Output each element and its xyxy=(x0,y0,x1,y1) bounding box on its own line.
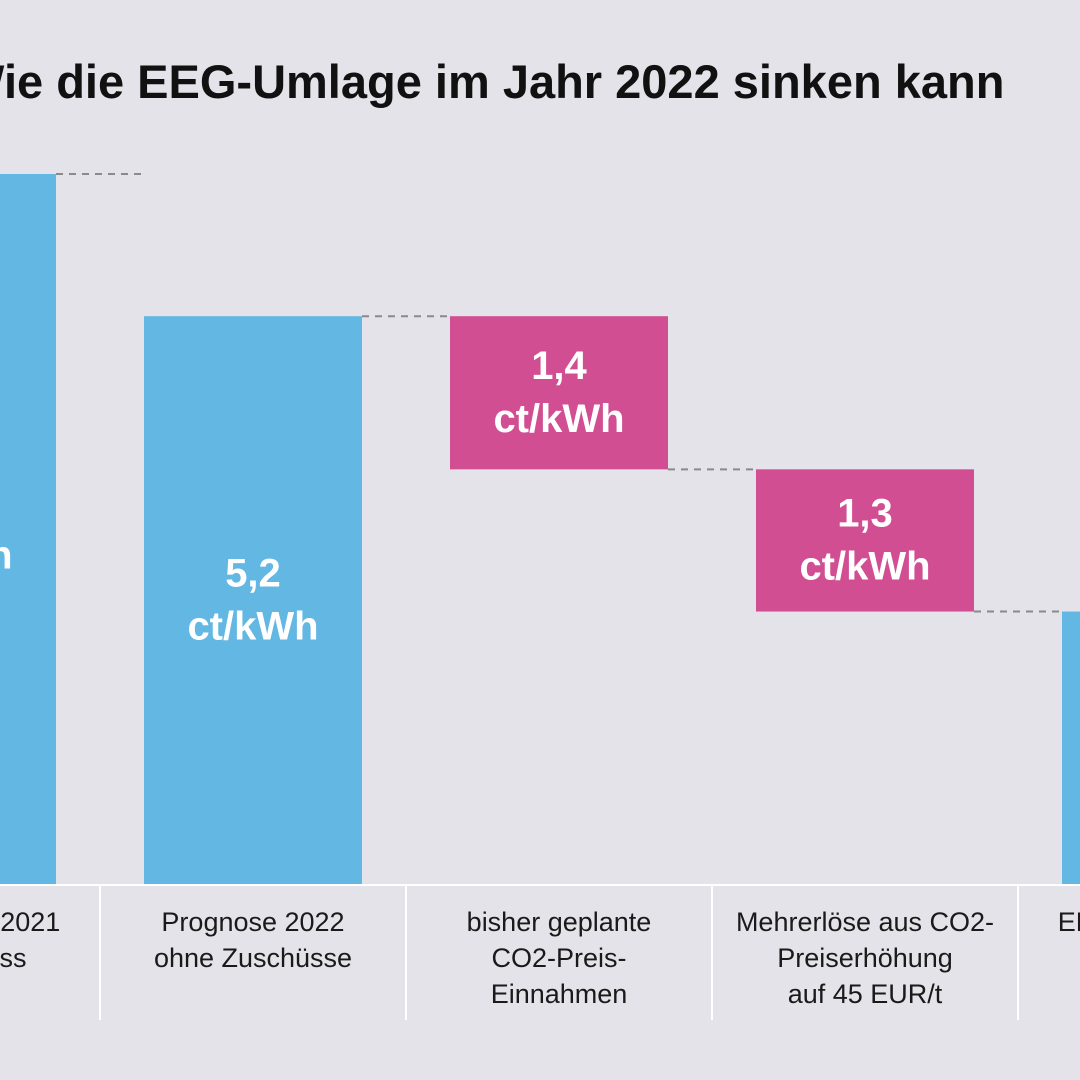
category-1-label-line-1: EEG-Umlage 2021 xyxy=(0,907,60,937)
bar-2 xyxy=(144,316,362,885)
bar-4 xyxy=(756,469,974,612)
bar-3-label-line-2: ct/kWh xyxy=(493,397,624,441)
chart-title: Wie die EEG-Umlage im Jahr 2022 sinken k… xyxy=(0,55,1004,108)
bar-4-label-line-1: 1,3 xyxy=(837,491,893,535)
category-3-label-line-1: bisher geplante xyxy=(467,907,652,937)
category-1-label-line-2: mit Zuschuss xyxy=(0,943,27,973)
category-dividers xyxy=(99,885,1019,1020)
bar-4-label-line-2: ct/kWh xyxy=(799,544,930,588)
category-4-label-line-2: Preiserhöhung xyxy=(777,943,953,973)
category-labels-group: EEG-Umlage 2021 mit Zuschuss Prognose 2022… xyxy=(0,907,1080,1009)
connector-lines xyxy=(56,173,1062,613)
bar-2-label-line-2: ct/kWh xyxy=(187,605,318,649)
category-2-label-line-1: Prognose 2022 xyxy=(161,907,344,937)
category-2-label-line-2: ohne Zuschüsse xyxy=(154,943,352,973)
bar-3 xyxy=(450,316,668,470)
category-4-label-line-1: Mehrerlöse aus CO2- xyxy=(736,907,994,937)
category-5-label-line-1: EEG-Umlage 2022 xyxy=(1058,907,1080,937)
category-4-label-line-3: auf 45 EUR/t xyxy=(788,979,943,1009)
category-3-label-line-3: Einnahmen xyxy=(491,979,628,1009)
category-3-label-line-2: CO2-Preis- xyxy=(491,943,626,973)
bar-1-label-line-2: ct/kWh xyxy=(0,534,13,578)
bars-group xyxy=(0,174,1080,885)
bar-labels-group: 6,5ct/kWh5,2ct/kWh1,4ct/kWh1,3ct/kWh2,5c… xyxy=(0,344,931,649)
bar-3-label-line-1: 1,4 xyxy=(531,344,587,388)
bar-2-label-line-1: 5,2 xyxy=(225,552,281,596)
bar-1 xyxy=(0,174,56,885)
bar-5 xyxy=(1062,611,1080,885)
